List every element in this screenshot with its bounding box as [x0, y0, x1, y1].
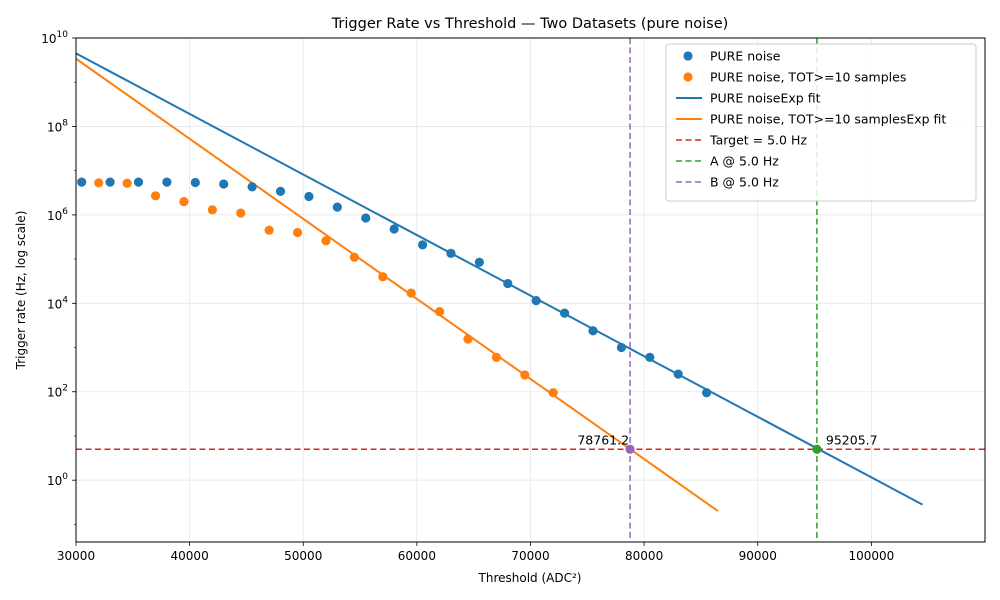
y-tick-label: 108	[47, 118, 68, 134]
data-point	[389, 224, 399, 234]
y-tick-label: 100	[47, 472, 68, 488]
data-point	[645, 352, 655, 362]
data-point	[207, 205, 217, 215]
data-point	[463, 334, 473, 344]
x-tick-label: 40000	[171, 549, 209, 563]
data-point	[361, 213, 371, 223]
x-tick-label: 30000	[57, 549, 95, 563]
data-point	[247, 182, 257, 192]
data-point	[474, 257, 484, 267]
data-point	[559, 308, 570, 318]
data-point	[264, 225, 274, 235]
data-point	[332, 202, 342, 212]
legend-label: PURE noise, TOT>=10 samplesExp fit	[710, 112, 946, 127]
data-point	[122, 178, 132, 188]
data-point	[190, 177, 200, 188]
data-point	[150, 191, 161, 201]
legend-marker	[683, 51, 693, 61]
data-point	[673, 369, 683, 379]
x-tick-label: 50000	[284, 549, 322, 563]
scatter-points	[77, 177, 712, 398]
legend-label: A @ 5.0 Hz	[710, 154, 779, 169]
data-point	[94, 178, 104, 188]
x-tick-label: 100000	[848, 549, 894, 563]
annotations: 95205.7 78761.2	[577, 432, 878, 454]
data-point	[77, 177, 87, 187]
y-tick-label: 104	[47, 295, 68, 311]
fit-line	[76, 57, 719, 512]
x-tick-label: 60000	[398, 549, 436, 563]
axis-ticks: 30000 40000 50000 60000 70000 80000 90000 10000…	[41, 30, 894, 563]
y-tick-label: 1010	[41, 30, 68, 46]
chart-title: Trigger Rate vs Threshold — Two Datasets…	[331, 16, 729, 32]
x-tick-label: 70000	[511, 549, 549, 563]
x-tick-label: 80000	[625, 549, 663, 563]
reference-lines	[76, 38, 985, 542]
data-point	[702, 388, 712, 398]
data-point	[548, 388, 558, 398]
y-axis-label: Trigger rate (Hz, log scale)	[14, 211, 28, 371]
crossing-label: 95205.7	[826, 432, 878, 447]
legend-label: PURE noiseExp fit	[710, 91, 821, 106]
legend-marker	[683, 72, 693, 82]
data-point	[503, 278, 513, 289]
legend: PURE noise PURE noise, TOT>=10 samples PUR…	[665, 43, 977, 202]
data-point	[520, 370, 530, 380]
data-point	[321, 236, 331, 246]
data-point	[105, 177, 115, 187]
data-point	[179, 196, 189, 207]
legend-label: PURE noise	[710, 49, 781, 64]
data-point	[219, 179, 229, 189]
crossing-label: 78761.2	[577, 432, 629, 447]
crossing-marker	[625, 444, 635, 454]
data-point	[304, 191, 314, 202]
data-point	[616, 342, 627, 353]
data-point	[588, 326, 598, 336]
x-tick-label: 90000	[739, 549, 777, 563]
crossing-marker	[812, 444, 822, 454]
data-point	[446, 248, 456, 258]
fit-lines	[76, 52, 923, 512]
data-point	[275, 186, 286, 196]
legend-label: PURE noise, TOT>=10 samples	[710, 70, 906, 85]
data-point	[435, 306, 445, 317]
data-point	[378, 272, 388, 282]
data-point	[162, 177, 172, 187]
data-point	[417, 240, 428, 250]
data-point	[531, 296, 541, 306]
fit-line	[76, 52, 923, 506]
data-point	[406, 288, 416, 298]
data-point	[292, 227, 303, 238]
legend-label: Target = 5.0 Hz	[709, 133, 807, 148]
data-point	[491, 352, 502, 362]
legend-label: B @ 5.0 Hz	[710, 175, 779, 190]
x-axis-label: Threshold (ADC²)	[478, 571, 582, 585]
data-point	[236, 208, 246, 218]
data-point	[349, 252, 359, 262]
y-tick-label: 102	[47, 384, 68, 400]
y-tick-label: 106	[47, 207, 68, 223]
data-point	[133, 177, 144, 187]
legend-box	[665, 43, 977, 202]
